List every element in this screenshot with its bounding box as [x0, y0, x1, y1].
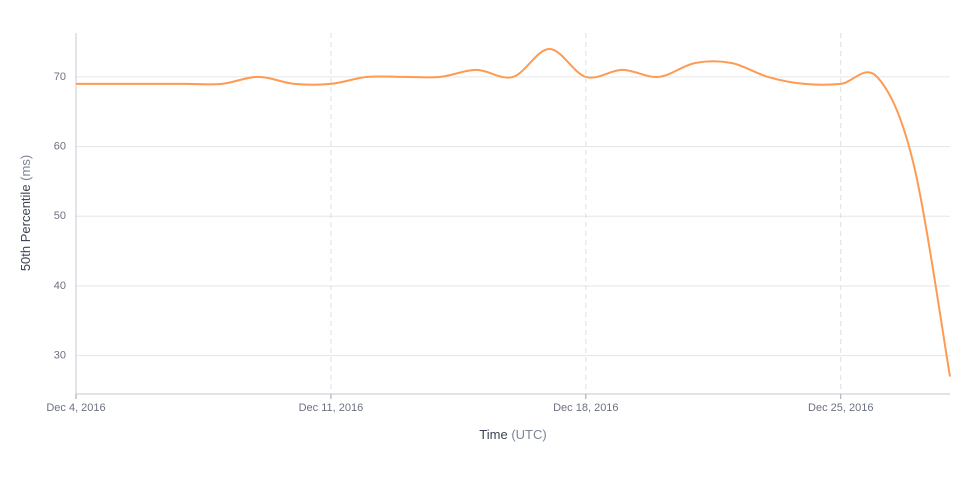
y-tick-label: 40 — [54, 280, 66, 292]
x-unit: (UTC) — [511, 427, 546, 442]
y-tick-label: 50 — [54, 210, 66, 222]
y-tick-label: 60 — [54, 141, 66, 153]
x-tick-label: Dec 11, 2016 — [299, 402, 364, 414]
y-unit: (ms) — [18, 155, 33, 181]
y-label: 50th Percentile — [18, 184, 33, 271]
line — [76, 48, 951, 377]
x-label: Time — [479, 427, 507, 442]
x-tick-label: Dec 4, 2016 — [46, 402, 105, 414]
x-tick-label: Dec 18, 2016 — [553, 402, 618, 414]
x-axis-title: Time (UTC) — [479, 427, 546, 442]
y-axis-title: 50th Percentile (ms) — [18, 155, 33, 271]
y-tick-label: 30 — [54, 350, 66, 362]
x-tick-label: Dec 25, 2016 — [808, 402, 873, 414]
y-tick-label: 70 — [54, 71, 66, 83]
